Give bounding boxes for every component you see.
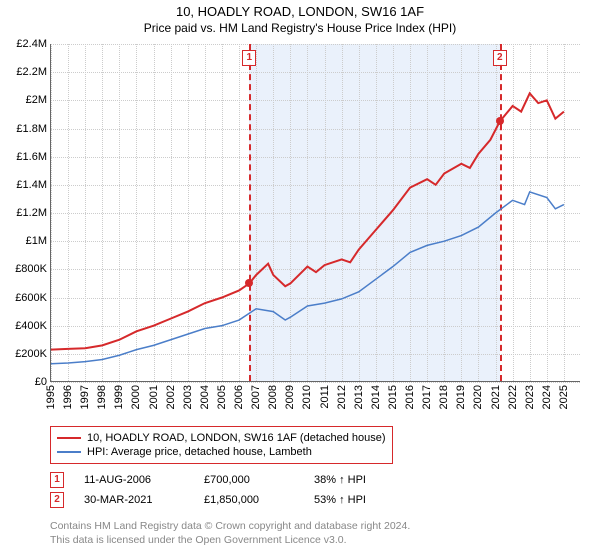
sale-date: 30-MAR-2021 [84, 494, 184, 506]
x-tick-label: 2022 [507, 385, 519, 409]
x-tick-label: 2017 [421, 385, 433, 409]
sale-price: £700,000 [204, 474, 294, 486]
sale-delta: 53% ↑ HPI [314, 494, 366, 506]
footer-line1: Contains HM Land Registry data © Crown c… [50, 520, 410, 534]
x-tick-label: 1999 [113, 385, 125, 409]
x-tick-label: 2019 [455, 385, 467, 409]
x-tick-label: 2020 [472, 385, 484, 409]
y-tick-label: £2M [26, 94, 47, 106]
sale-row: 1 11-AUG-2006 £700,000 38% ↑ HPI [50, 470, 366, 490]
legend-label: HPI: Average price, detached house, Lamb… [87, 446, 312, 458]
series-property [51, 93, 564, 349]
sale-delta: 38% ↑ HPI [314, 474, 366, 486]
legend-item: HPI: Average price, detached house, Lamb… [57, 445, 386, 459]
x-tick-label: 2009 [284, 385, 296, 409]
x-tick-label: 1998 [96, 385, 108, 409]
sale-badge: 1 [50, 472, 64, 488]
x-tick-label: 2010 [301, 385, 313, 409]
y-tick-label: £1.4M [16, 179, 47, 191]
attribution-footer: Contains HM Land Registry data © Crown c… [50, 520, 410, 547]
x-tick-label: 2001 [148, 385, 160, 409]
x-tick-label: 2024 [541, 385, 553, 409]
y-tick-label: £2.4M [16, 38, 47, 50]
x-tick-label: 2023 [524, 385, 536, 409]
x-tick-label: 2006 [233, 385, 245, 409]
x-tick-label: 1997 [79, 385, 91, 409]
legend: 10, HOADLY ROAD, LONDON, SW16 1AF (detac… [50, 426, 393, 464]
chart-container: 10, HOADLY ROAD, LONDON, SW16 1AF Price … [0, 0, 600, 560]
x-tick-label: 2012 [336, 385, 348, 409]
sale-price: £1,850,000 [204, 494, 294, 506]
x-tick-label: 2016 [404, 385, 416, 409]
sale-date: 11-AUG-2006 [84, 474, 184, 486]
chart-title: 10, HOADLY ROAD, LONDON, SW16 1AF [0, 0, 600, 19]
x-tick-label: 2003 [182, 385, 194, 409]
x-tick-label: 2014 [370, 385, 382, 409]
x-tick-label: 2025 [558, 385, 570, 409]
x-tick-label: 2000 [130, 385, 142, 409]
x-tick-label: 2018 [438, 385, 450, 409]
sale-badge: 2 [50, 492, 64, 508]
footer-line2: This data is licensed under the Open Gov… [50, 534, 410, 548]
y-tick-label: £1M [26, 235, 47, 247]
y-tick-label: £200K [15, 348, 47, 360]
y-tick-label: £1.8M [16, 123, 47, 135]
x-tick-label: 2013 [353, 385, 365, 409]
plot-area: £0£200K£400K£600K£800K£1M£1.2M£1.4M£1.6M… [50, 44, 580, 382]
sales-list: 1 11-AUG-2006 £700,000 38% ↑ HPI 2 30-MAR-202… [50, 470, 366, 510]
legend-swatch [57, 451, 81, 453]
y-tick-label: £400K [15, 320, 47, 332]
y-tick-label: £800K [15, 263, 47, 275]
x-tick-label: 2002 [165, 385, 177, 409]
y-tick-label: £1.6M [16, 151, 47, 163]
x-tick-label: 2008 [267, 385, 279, 409]
x-tick-label: 2007 [250, 385, 262, 409]
x-tick-label: 2015 [387, 385, 399, 409]
chart-subtitle: Price paid vs. HM Land Registry's House … [0, 19, 600, 39]
x-tick-label: 2011 [319, 385, 331, 409]
sale-row: 2 30-MAR-2021 £1,850,000 53% ↑ HPI [50, 490, 366, 510]
y-tick-label: £1.2M [16, 207, 47, 219]
legend-item: 10, HOADLY ROAD, LONDON, SW16 1AF (detac… [57, 431, 386, 445]
gridline-h [51, 382, 580, 383]
series-layer [51, 44, 580, 381]
legend-label: 10, HOADLY ROAD, LONDON, SW16 1AF (detac… [87, 432, 386, 444]
y-tick-label: £600K [15, 292, 47, 304]
series-hpi [51, 192, 564, 364]
x-tick-label: 1996 [62, 385, 74, 409]
x-tick-label: 2004 [199, 385, 211, 409]
x-tick-label: 2021 [490, 385, 502, 409]
legend-swatch [57, 437, 81, 439]
x-tick-label: 1995 [45, 385, 57, 409]
y-tick-label: £2.2M [16, 66, 47, 78]
x-tick-label: 2005 [216, 385, 228, 409]
